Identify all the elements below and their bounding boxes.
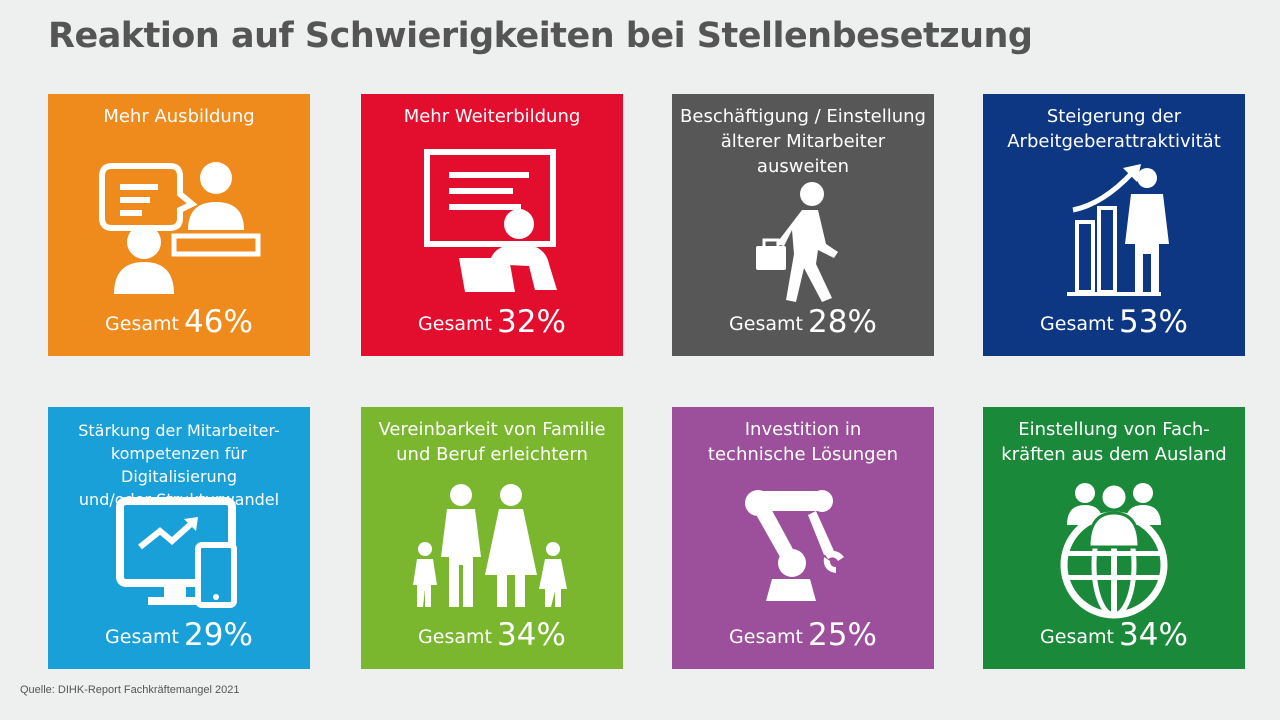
total-label: Gesamt [1040,626,1114,648]
total-value: 46% [184,304,253,340]
total-label: Gesamt [105,313,179,335]
tile-total: Gesamt 29% [48,617,310,653]
total-value: 32% [497,304,566,340]
tile-weiterbildung: Mehr Weiterbildung Gesamt 32% [361,94,623,356]
training-icon [99,162,261,294]
tile-total: Gesamt 46% [48,304,310,340]
tile-total: Gesamt 53% [983,304,1245,340]
tile-label: Mehr Weiterbildung [403,106,581,127]
total-label: Gesamt [418,313,492,335]
tile-ausbildung: Mehr Ausbildung Gesamt 46% [48,94,310,356]
tile-digitalisierung: Stärkung der Mitarbeiter- kompetenzen fü… [48,407,310,669]
tile-total: Gesamt 34% [983,617,1245,653]
tile-label: Mehr Ausbildung [103,106,255,127]
devices-icon [116,497,237,609]
tile-label: Einstellung von Fach- kräften aus dem Au… [1001,419,1227,465]
total-label: Gesamt [729,313,803,335]
total-value: 34% [497,617,566,653]
tile-aeltere-mitarbeiter: Beschäftigung / Einstellung älterer Mita… [672,94,934,356]
globe-people-icon [1060,482,1168,619]
total-label: Gesamt [729,626,803,648]
total-value: 53% [1119,304,1188,340]
tile-total: Gesamt 32% [361,304,623,340]
robot-arm-icon [745,490,844,601]
tile-label: Investition in technische Lösungen [707,419,899,465]
total-label: Gesamt [105,626,179,648]
tile-label: Beschäftigung / Einstellung älterer Mita… [680,106,926,177]
presentation-icon [424,149,557,292]
total-value: 25% [808,617,877,653]
total-label: Gesamt [1040,313,1114,335]
walking-person-icon [756,182,838,302]
tile-fachkraefte-ausland: Einstellung von Fach- kräften aus dem Au… [983,407,1245,669]
source-note: Quelle: DIHK-Report Fachkräftemangel 202… [20,684,240,696]
page-title: Reaktion auf Schwierigkeiten bei Stellen… [48,16,1033,56]
tile-label: Vereinbarkeit von Familie und Beruf erle… [378,419,606,465]
total-value: 34% [1119,617,1188,653]
tile-label: Stärkung der Mitarbeiter- kompetenzen fü… [78,421,280,509]
total-label: Gesamt [418,626,492,648]
growth-person-icon [1067,164,1169,296]
tile-total: Gesamt 25% [672,617,934,653]
tile-total: Gesamt 28% [672,304,934,340]
tile-total: Gesamt 34% [361,617,623,653]
tile-familie-beruf: Vereinbarkeit von Familie und Beruf erle… [361,407,623,669]
family-icon [413,484,567,607]
tile-arbeitgeberattraktivitaet: Steigerung der Arbeitgeberattraktivität … [983,94,1245,356]
total-value: 29% [184,617,253,653]
tile-technische-loesungen: Investition in technische Lösungen Gesam… [672,407,934,669]
tile-label: Steigerung der Arbeitgeberattraktivität [1007,106,1221,152]
total-value: 28% [808,304,877,340]
